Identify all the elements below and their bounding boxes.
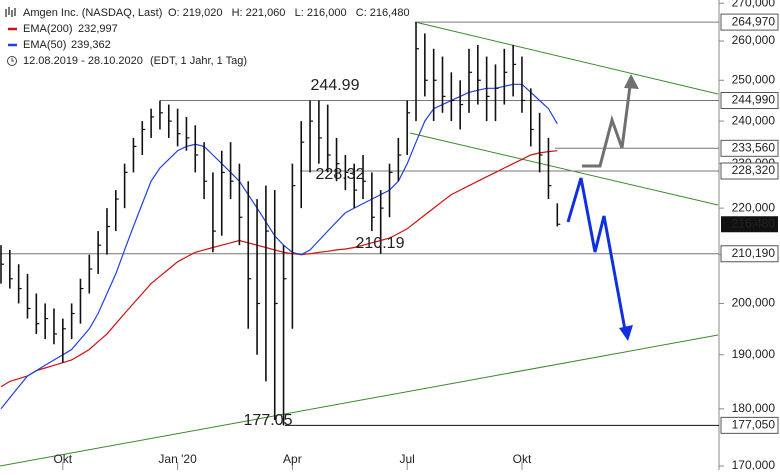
trend-lines	[0, 21, 719, 467]
x-tick-label: Jan '20	[158, 452, 197, 466]
arrows	[566, 74, 639, 341]
clock-hands	[11, 58, 14, 62]
level-box	[720, 92, 779, 110]
y-tick-label: 250,000	[732, 72, 776, 86]
x-tick-label: Okt	[513, 452, 532, 466]
plot	[0, 21, 719, 426]
level-box	[720, 162, 779, 180]
period-note: (EDT, 1 Jahr, 1 Tag)	[150, 55, 247, 67]
legend-label: EMA(200)	[23, 23, 73, 35]
level-label: 210,190	[732, 246, 776, 260]
level-label: 228,320	[732, 163, 776, 177]
legend-label: EMA(50)	[23, 39, 66, 51]
y-tick-label: 220,000	[732, 200, 776, 214]
annotation: 210.19	[356, 235, 405, 252]
ohlc-icon	[5, 7, 16, 17]
period: 12.08.2019 - 28.10.2020	[23, 55, 143, 67]
level-box	[720, 416, 779, 434]
last-price-box	[721, 216, 778, 233]
legend-value: 239,362	[71, 39, 111, 51]
y-tick-label: 240,000	[732, 113, 776, 127]
blue-arrow	[566, 177, 627, 331]
gray-arrowhead	[624, 74, 639, 89]
y-tick-label: 170,000	[732, 458, 776, 470]
blue-arrowhead	[619, 325, 633, 341]
annotation: 244.99	[311, 77, 360, 94]
clock-icon	[7, 56, 17, 66]
level-box	[720, 245, 779, 263]
level-box	[720, 139, 779, 157]
annotation: 228.32	[316, 166, 365, 183]
chart-title: Amgen Inc. (NASDAQ, Last)	[23, 7, 162, 19]
ema-line	[0, 83, 558, 410]
trend-line	[414, 21, 719, 95]
y-tick-label: 200,000	[732, 296, 776, 310]
header-stats: O: 219,020 H: 221,060 L: 216,000 C: 216,…	[168, 7, 410, 19]
y-tick-label: 190,000	[732, 347, 776, 361]
trend-line	[0, 334, 719, 467]
level-label: 233,560	[732, 140, 776, 154]
annotation: 177.05	[244, 412, 293, 429]
gray-arrow	[582, 85, 632, 168]
y-tick-label: 260,000	[732, 33, 776, 47]
trend-line	[409, 132, 719, 206]
x-tick-label: Apr	[283, 452, 302, 466]
header: Amgen Inc. (NASDAQ, Last) O: 219,020 H: …	[5, 7, 410, 67]
level-label: 244,990	[732, 93, 776, 107]
last-price-label: 216,480	[732, 216, 776, 230]
y-tick-label: 270,000	[732, 0, 776, 9]
x-tick-label: Jul	[400, 452, 415, 466]
legend-value: 232,997	[78, 23, 118, 35]
level-label: 264,970	[732, 14, 776, 28]
ema-line	[0, 150, 558, 388]
level-label: 177,050	[732, 418, 776, 432]
x-tick-label: Okt	[53, 452, 72, 466]
level-box	[720, 13, 779, 31]
y-tick-label: 180,000	[732, 401, 776, 415]
